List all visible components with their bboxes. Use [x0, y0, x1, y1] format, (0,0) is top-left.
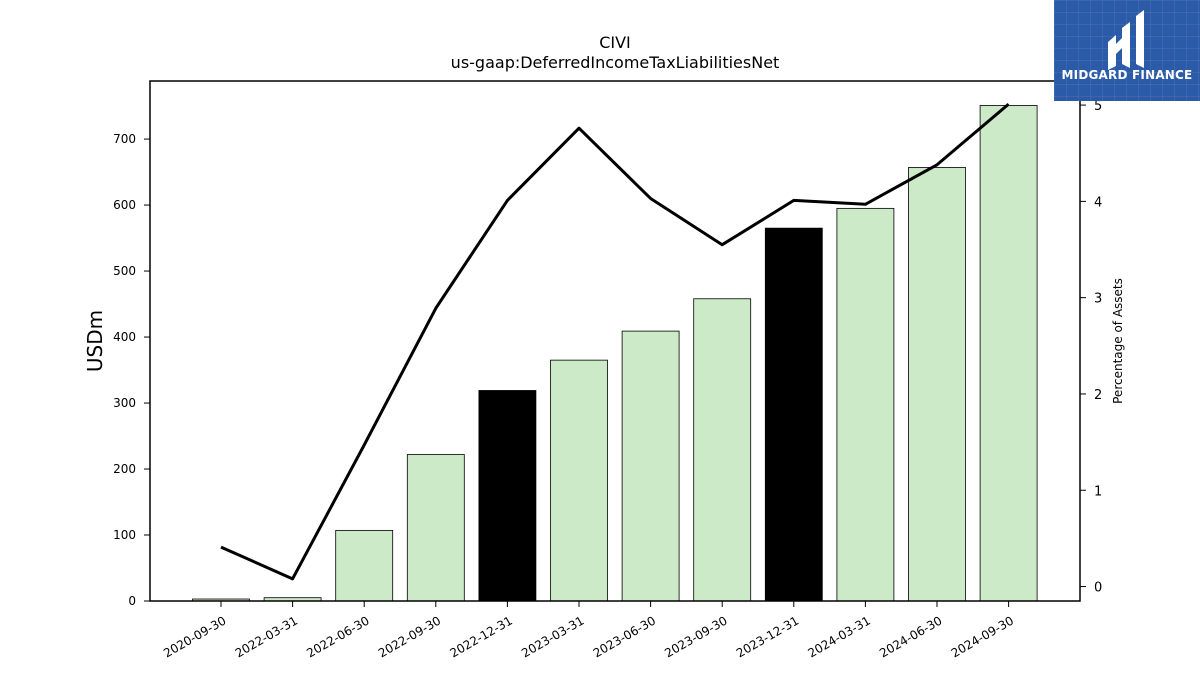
- bar-2022-09-30: [406, 454, 465, 602]
- y2-axis: 0 1 2 3 4 5: [1080, 99, 1102, 596]
- y2-tick-label: 1: [1094, 484, 1102, 499]
- y2-tick-label: 4: [1094, 195, 1102, 210]
- y2-tick-label: 3: [1094, 292, 1102, 307]
- y-axis: 0 100 200 300 400 500 600 700: [113, 132, 150, 608]
- y2-tick-label: 2: [1094, 388, 1102, 403]
- bars-layer: [192, 105, 1038, 602]
- y-tick-label: 200: [113, 462, 136, 476]
- bar-2024-09-30: [979, 105, 1038, 602]
- x-tick-label: 2023-06-30: [591, 613, 658, 660]
- bar-2024-06-30: [908, 167, 966, 602]
- y-tick-label: 0: [128, 594, 136, 608]
- bar-2022-12-31: [478, 390, 537, 602]
- x-tick-label: 2024-09-30: [949, 613, 1016, 660]
- brand-name: MIDGARD FINANCE: [1061, 68, 1193, 82]
- brand-logo: MIDGARD FINANCE: [1054, 0, 1200, 101]
- x-tick-label: 2022-03-31: [233, 613, 300, 660]
- y-tick-label: 700: [113, 132, 136, 146]
- x-tick-label: 2022-09-30: [376, 613, 443, 660]
- x-tick-label: 2023-03-31: [519, 613, 586, 660]
- y-tick-label: 400: [113, 330, 136, 344]
- x-axis: 2020-09-30 2022-03-31 2022-06-30 2022-09-30…: [161, 601, 1016, 660]
- y-tick-label: 500: [113, 264, 136, 278]
- bar-2023-03-31: [550, 359, 608, 602]
- bar-2022-06-30: [335, 529, 394, 602]
- bar-2024-03-31: [836, 207, 895, 602]
- chart-title: CIVI: [599, 33, 631, 52]
- bar-2023-09-30: [693, 298, 752, 602]
- bar-2023-12-31: [764, 227, 823, 602]
- chart-subtitle: us-gaap:DeferredIncomeTaxLiabilitiesNet: [451, 53, 780, 72]
- y-axis-label: USDm: [83, 310, 107, 372]
- y-tick-label: 300: [113, 396, 136, 410]
- y-tick-label: 100: [113, 528, 136, 542]
- y-tick-label: 600: [113, 198, 136, 212]
- percentage-line: [220, 102, 1010, 581]
- x-tick-label: 2020-09-30: [161, 613, 228, 660]
- x-tick-label: 2022-12-31: [447, 613, 514, 660]
- y2-tick-label: 0: [1094, 581, 1102, 596]
- x-tick-label: 2023-12-31: [734, 613, 801, 660]
- x-tick-label: 2022-06-30: [304, 613, 371, 660]
- x-tick-label: 2023-09-30: [662, 613, 729, 660]
- bar-2023-06-30: [621, 330, 680, 602]
- line-layer: [220, 102, 1010, 581]
- plot-frame: [149, 80, 1081, 602]
- y2-tick-label: 5: [1094, 99, 1102, 114]
- midgard-logo-mark: [1108, 10, 1144, 70]
- y2-axis-label: Percentage of Assets: [1111, 278, 1125, 404]
- x-tick-label: 2024-06-30: [877, 613, 944, 660]
- x-tick-label: 2024-03-31: [805, 613, 872, 660]
